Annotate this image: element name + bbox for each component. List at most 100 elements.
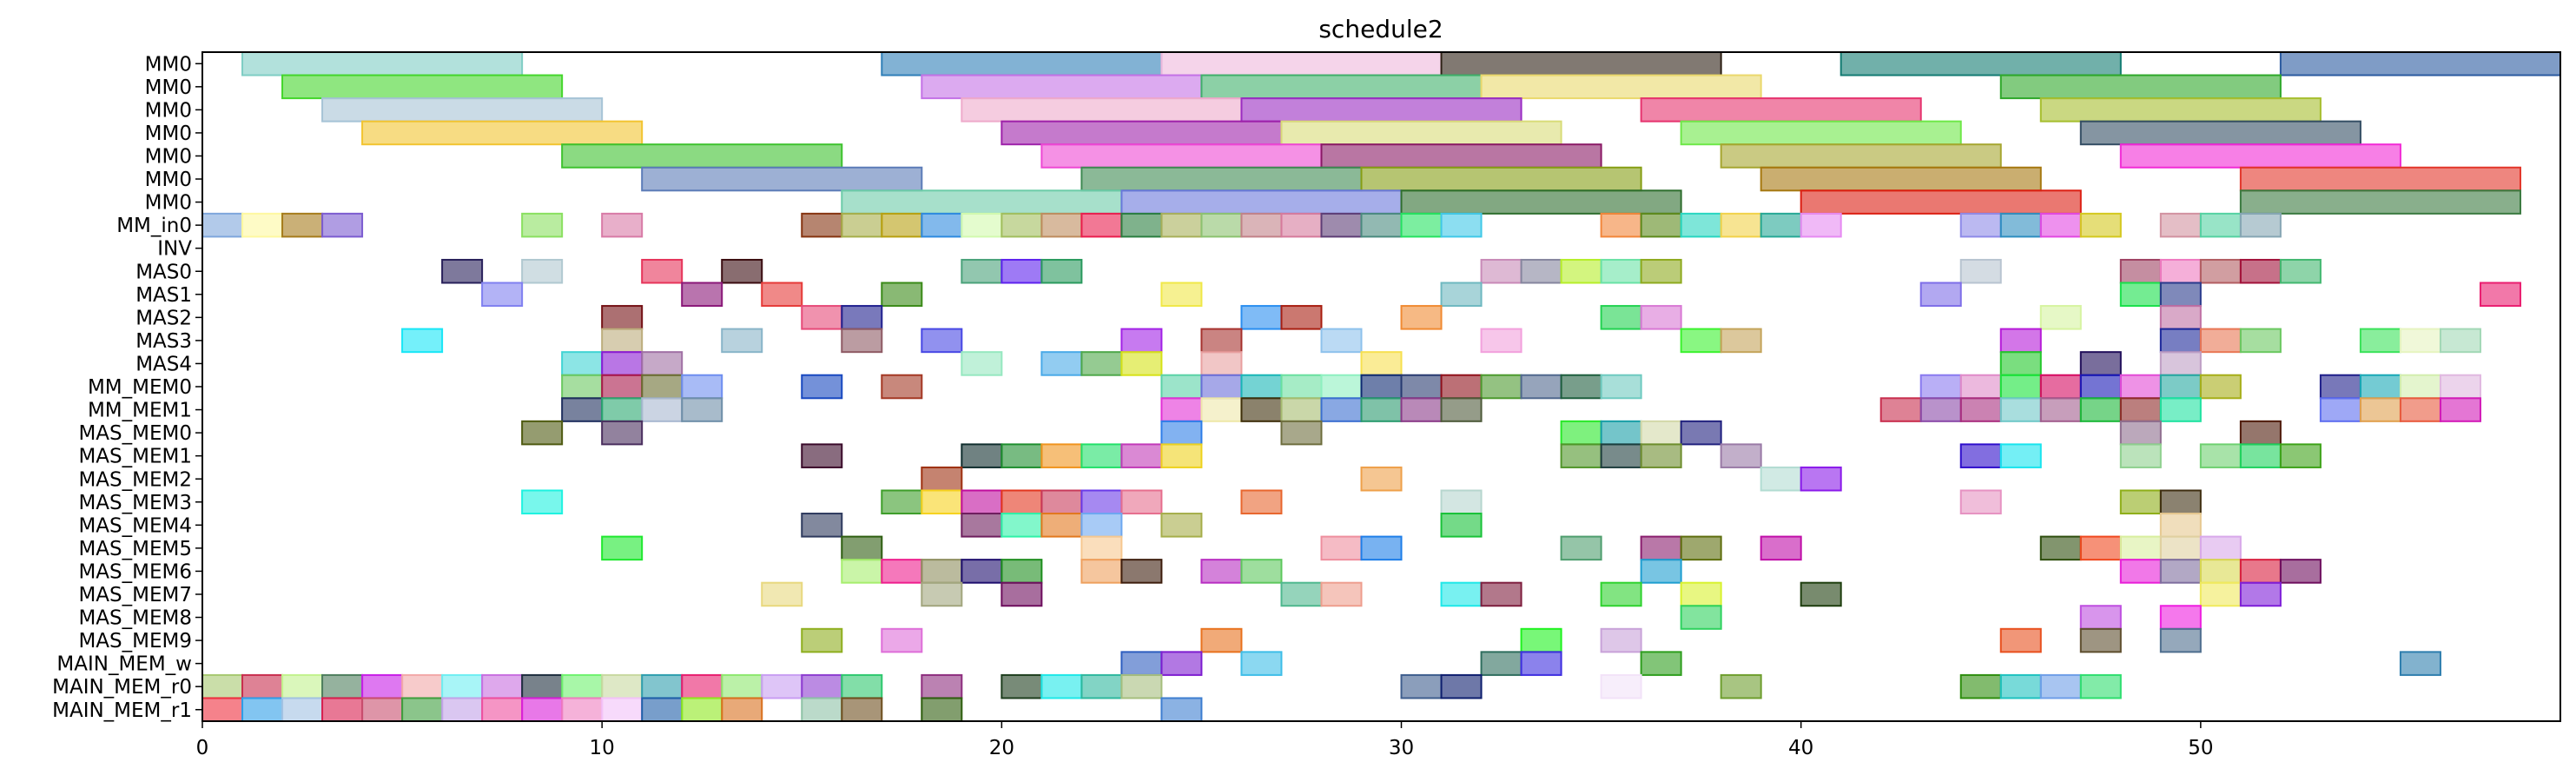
task-bar bbox=[1080, 513, 1123, 538]
y-tick-label: MAS_MEM1 bbox=[78, 446, 192, 468]
y-tick-label: MAS_MEM3 bbox=[78, 492, 192, 514]
task-bar bbox=[1240, 397, 1283, 422]
task-bar bbox=[921, 74, 1203, 100]
task-bar bbox=[321, 212, 364, 238]
task-bar bbox=[601, 420, 644, 446]
task-bar bbox=[1480, 258, 1522, 284]
task-bar bbox=[1120, 489, 1163, 515]
task-bar bbox=[1120, 651, 1163, 676]
task-bar bbox=[1760, 166, 2042, 192]
task-bar bbox=[881, 559, 923, 584]
task-bar bbox=[1280, 397, 1323, 422]
y-tick-label: MAS_MEM4 bbox=[78, 514, 192, 537]
task-bar bbox=[1999, 74, 2282, 100]
task-bar bbox=[1160, 212, 1203, 238]
task-bar bbox=[2399, 328, 2441, 354]
task-bar bbox=[561, 397, 604, 422]
task-bar bbox=[2079, 535, 2122, 561]
task-bar bbox=[1160, 374, 1203, 400]
task-bar bbox=[561, 673, 604, 699]
task-bar bbox=[961, 258, 1003, 284]
task-bar bbox=[881, 374, 923, 400]
task-bar bbox=[2479, 282, 2521, 308]
task-bar bbox=[1200, 74, 1483, 100]
task-bar bbox=[921, 581, 963, 607]
task-bar bbox=[2039, 397, 2082, 422]
task-bar bbox=[1480, 651, 1522, 676]
task-bar bbox=[921, 466, 963, 492]
task-bar bbox=[2279, 559, 2322, 584]
task-bar bbox=[1760, 466, 1802, 492]
task-bar bbox=[1480, 74, 1762, 100]
task-bar bbox=[1040, 489, 1083, 515]
task-bar bbox=[2439, 397, 2481, 422]
task-bar bbox=[1320, 328, 1363, 354]
task-bar bbox=[2159, 513, 2202, 538]
task-bar bbox=[1120, 673, 1163, 699]
task-bar bbox=[1640, 443, 1682, 468]
task-bar bbox=[1999, 328, 2042, 354]
task-bar bbox=[1160, 420, 1203, 446]
y-tick-label: MM0 bbox=[145, 53, 192, 76]
task-bar bbox=[921, 328, 963, 354]
task-bar bbox=[1520, 258, 1562, 284]
task-bar bbox=[401, 673, 444, 699]
task-bar bbox=[1800, 466, 1842, 492]
task-bar bbox=[641, 374, 684, 400]
task-bar bbox=[961, 443, 1003, 468]
task-bar bbox=[961, 212, 1003, 238]
task-bar bbox=[2159, 305, 2202, 330]
task-bar bbox=[2199, 212, 2242, 238]
task-bar bbox=[1320, 143, 1602, 169]
task-bar bbox=[1280, 374, 1323, 400]
task-bar bbox=[1080, 535, 1123, 561]
task-bar bbox=[1280, 420, 1323, 446]
task-bar bbox=[1240, 374, 1283, 400]
task-bar bbox=[1440, 673, 1483, 699]
task-bar bbox=[1640, 305, 1682, 330]
x-tick-label: 20 bbox=[989, 737, 1014, 759]
task-bar bbox=[1720, 212, 1762, 238]
task-bar bbox=[521, 489, 564, 515]
task-bar bbox=[1720, 673, 1762, 699]
task-bar bbox=[1959, 443, 2002, 468]
task-bar bbox=[721, 673, 763, 699]
task-bar bbox=[2119, 443, 2162, 468]
task-bar bbox=[1919, 374, 1962, 400]
task-bar bbox=[2079, 397, 2122, 422]
task-bar bbox=[681, 374, 723, 400]
task-bar bbox=[1999, 374, 2042, 400]
task-bar bbox=[1600, 581, 1642, 607]
task-bar bbox=[1999, 443, 2042, 468]
task-bar bbox=[1360, 535, 1403, 561]
task-bar bbox=[2119, 489, 2162, 515]
task-bar bbox=[1959, 489, 2002, 515]
task-bar bbox=[1160, 651, 1203, 676]
task-bar bbox=[281, 212, 324, 238]
task-bar bbox=[2079, 351, 2122, 376]
task-bar bbox=[2079, 120, 2361, 146]
task-bar bbox=[2039, 97, 2322, 123]
task-bar bbox=[641, 397, 684, 422]
task-bar bbox=[801, 305, 843, 330]
task-bar bbox=[1001, 513, 1043, 538]
task-bar bbox=[961, 489, 1003, 515]
task-bar bbox=[2119, 143, 2401, 169]
task-bar bbox=[1640, 258, 1682, 284]
task-bar bbox=[801, 212, 843, 238]
task-bar bbox=[1560, 535, 1602, 561]
task-bar bbox=[2159, 397, 2202, 422]
task-bar bbox=[641, 351, 684, 376]
task-bar bbox=[361, 697, 404, 723]
task-bar bbox=[1959, 673, 2002, 699]
task-bar bbox=[1440, 397, 1483, 422]
y-tick-label: MAS_MEM8 bbox=[78, 607, 192, 630]
task-bar bbox=[881, 282, 923, 308]
task-bar bbox=[2039, 212, 2082, 238]
y-tick-label: MM_in0 bbox=[116, 215, 192, 237]
y-tick-label: MAS_MEM6 bbox=[78, 560, 192, 583]
task-bar bbox=[1520, 627, 1562, 653]
task-bar bbox=[1001, 489, 1043, 515]
task-bar bbox=[601, 328, 644, 354]
